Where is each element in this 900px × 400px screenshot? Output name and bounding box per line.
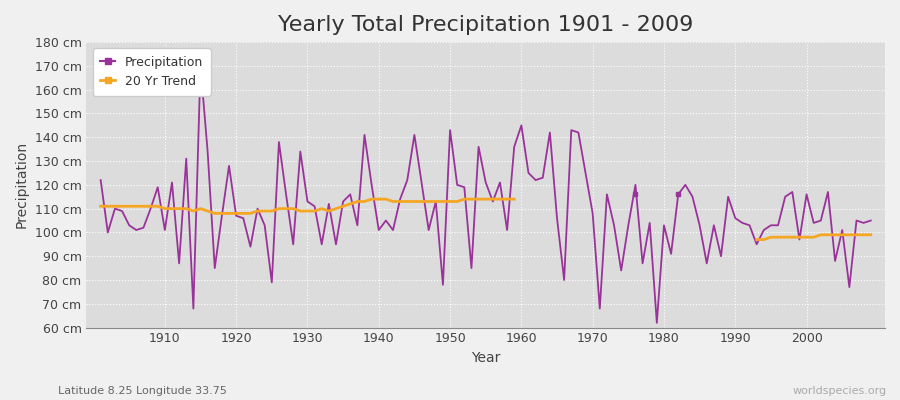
Y-axis label: Precipitation: Precipitation — [15, 141, 29, 228]
Title: Yearly Total Precipitation 1901 - 2009: Yearly Total Precipitation 1901 - 2009 — [278, 15, 693, 35]
Legend: Precipitation, 20 Yr Trend: Precipitation, 20 Yr Trend — [93, 48, 211, 96]
Text: Latitude 8.25 Longitude 33.75: Latitude 8.25 Longitude 33.75 — [58, 386, 228, 396]
X-axis label: Year: Year — [471, 351, 500, 365]
Text: worldspecies.org: worldspecies.org — [792, 386, 886, 396]
